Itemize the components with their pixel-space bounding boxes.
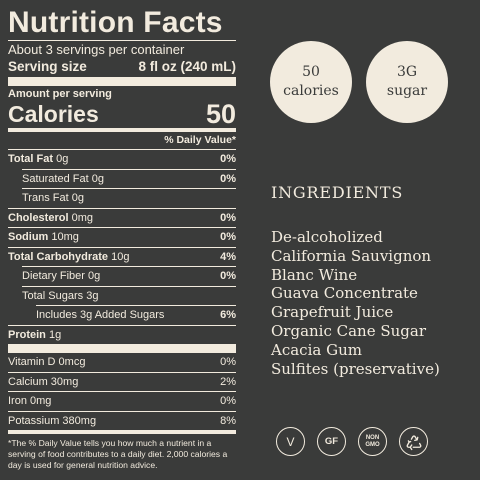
serving-size-value: 8 fl oz (240 mL) <box>138 59 236 74</box>
divider-thick <box>8 344 236 353</box>
ingredient-item: De-alcoholized <box>271 228 383 246</box>
ingredients-list: De-alcoholized California Sauvignon Blan… <box>271 228 440 378</box>
amount-per-serving: Amount per serving <box>8 88 112 100</box>
nutrient-pct: 0% <box>220 270 236 282</box>
nutrient-name: Cholesterol <box>8 211 69 224</box>
divider-thick <box>8 77 236 86</box>
nutrient-amount: 0g <box>91 172 104 185</box>
divider-medium <box>8 430 236 434</box>
vitamin-row-potassium: Potassium 380mg 8% <box>8 410 236 431</box>
nutrient-pct: 0% <box>220 153 236 165</box>
serving-size-row: Serving size 8 fl oz (240 mL) <box>8 58 236 77</box>
nutrition-facts-title: Nutrition Facts <box>8 6 223 39</box>
ingredient-item: California Sauvignon <box>271 246 432 265</box>
ingredient-item: Grapefruit Juice <box>271 303 394 322</box>
vitamin-name: Potassium <box>8 414 60 427</box>
nutrient-row-cholesterol: Cholesterol 0mg 0% <box>8 207 236 228</box>
nutrient-row-protein: Protein 1g <box>8 324 236 345</box>
vitamin-amount: 0mcg <box>58 356 86 368</box>
nutrient-amount: 0g <box>88 270 101 282</box>
divider <box>8 40 236 41</box>
sugar-badge: 3G sugar <box>366 41 448 123</box>
daily-value-footnote: *The % Daily Value tells you how much a … <box>8 438 228 470</box>
nutrient-amount: 10g <box>111 250 130 263</box>
vitamin-amount: 380mg <box>62 414 97 427</box>
vitamin-pct: 0% <box>220 356 236 368</box>
nutrient-amount: 0mg <box>71 211 93 224</box>
vitamin-name: Iron <box>8 395 27 407</box>
nutrient-name: Total Fat <box>8 153 54 165</box>
ingredients-title: INGREDIENTS <box>271 183 404 202</box>
ingredient-item: Organic Cane Sugar <box>271 321 427 340</box>
ingredient-item: Acacia Gum <box>271 340 362 359</box>
nutrient-row-total-sugars: Total Sugars 3g <box>22 285 236 306</box>
sugar-badge-value: 3G <box>396 64 418 80</box>
nutrient-name: Dietary Fiber <box>22 270 85 282</box>
serving-size-label: Serving size <box>8 59 87 74</box>
nutrient-amount: 0g <box>71 192 84 204</box>
vitamin-amount: 0mg <box>30 395 52 407</box>
nutrient-amount: 1g <box>48 328 62 341</box>
nutrient-row-dietary-fiber: Dietary Fiber 0g 0% <box>22 266 236 286</box>
nutrient-pct: 6% <box>220 309 236 321</box>
vitamin-pct: 8% <box>220 414 236 427</box>
vitamin-row-vitamin-d: Vitamin D 0mcg 0% <box>8 353 236 372</box>
ingredient-item: Guava Concentrate <box>271 284 418 303</box>
nutrient-amount: 0g <box>56 153 69 165</box>
nutrient-name: Trans Fat <box>22 192 69 204</box>
non-gmo-icon: NON GMO <box>358 427 387 456</box>
nutrient-row-total-carbohydrate: Total Carbohydrate 10g 4% <box>8 246 236 267</box>
divider-medium <box>8 128 236 132</box>
nutrient-row-total-fat: Total Fat 0g 0% <box>8 149 236 169</box>
nutrient-row-sodium: Sodium 10mg 0% <box>8 227 236 247</box>
nutrient-pct: 0% <box>220 211 236 224</box>
vitamin-row-calcium: Calcium 30mg 2% <box>8 371 236 392</box>
calories-badge-value: 50 <box>302 64 320 80</box>
vitamin-pct: 0% <box>220 395 236 407</box>
nutrient-name: Sodium <box>8 231 49 243</box>
vitamin-amount: 30mg <box>50 375 79 388</box>
daily-value-header: % Daily Value* <box>164 134 236 146</box>
nutrient-name: Total Sugars <box>22 289 84 302</box>
nutrient-pct: 0% <box>220 172 236 185</box>
vegan-icon: V <box>276 427 305 456</box>
non-gmo-icon-line2: GMO <box>365 441 380 448</box>
nutrient-name: Saturated Fat <box>22 172 89 185</box>
non-gmo-icon-line1: NON <box>365 435 380 441</box>
servings-per-container: About 3 servings per container <box>8 42 185 57</box>
nutrient-row-saturated-fat: Saturated Fat 0g 0% <box>22 168 236 189</box>
calories-value: 50 <box>205 99 236 129</box>
calories-badge-label: calories <box>283 83 339 99</box>
ingredient-item: Sulfites (preservative) <box>271 359 440 378</box>
ingredient-item: Blanc Wine <box>271 265 358 284</box>
nutrient-pct: 4% <box>220 250 236 263</box>
nutrient-name: Protein <box>8 328 46 341</box>
nutrient-pct: 0% <box>220 231 236 243</box>
gluten-free-icon-label: GF <box>324 436 339 447</box>
nutrient-row-trans-fat: Trans Fat 0g <box>22 188 236 208</box>
certification-icons: V GF NON GMO <box>276 427 428 456</box>
calories-row: Calories 50 <box>8 101 236 128</box>
nutrient-row-added-sugars: Includes 3g Added Sugars 6% <box>36 305 236 325</box>
vegan-icon-label: V <box>286 434 295 449</box>
gluten-free-icon: GF <box>317 427 346 456</box>
recycle-icon <box>399 427 428 456</box>
sugar-badge-label: sugar <box>386 83 428 99</box>
calories-label: Calories <box>8 101 99 127</box>
nutrient-amount: 3g <box>86 289 99 302</box>
nutrient-name: Includes 3g Added Sugars <box>36 309 165 321</box>
vitamin-pct: 2% <box>220 375 236 388</box>
nutrient-amount: 10mg <box>51 231 79 243</box>
vitamin-row-iron: Iron 0mg 0% <box>8 391 236 411</box>
vitamin-name: Calcium <box>8 375 48 388</box>
nutrition-facts-label: Nutrition Facts About 3 servings per con… <box>8 6 236 471</box>
vitamin-name: Vitamin D <box>8 356 56 368</box>
calories-badge: 50 calories <box>270 41 352 123</box>
nutrient-name: Total Carbohydrate <box>8 250 109 263</box>
